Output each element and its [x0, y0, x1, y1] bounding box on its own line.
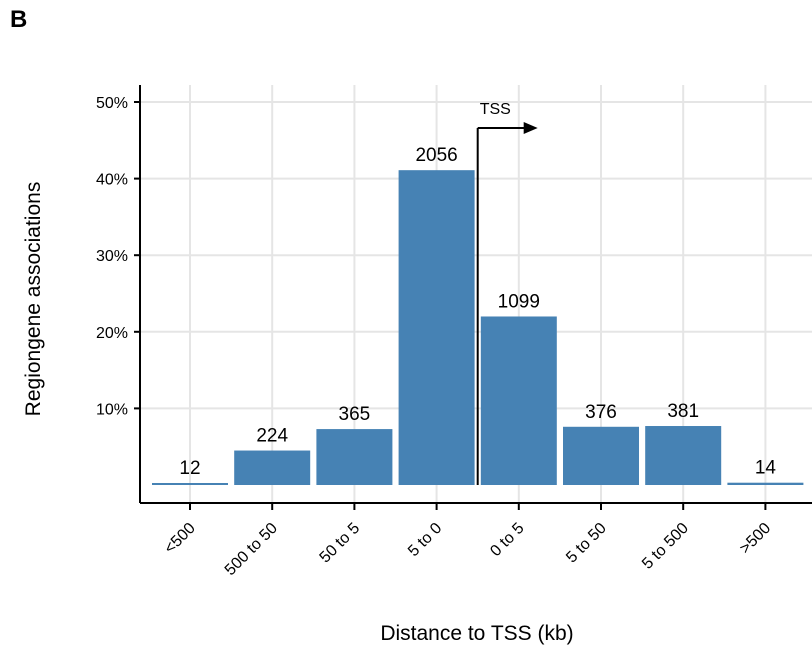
y-tick-label: 10%: [96, 401, 128, 418]
y-tick-label: 30%: [96, 248, 128, 265]
data-label: 12: [179, 458, 200, 479]
x-tick-label: >500: [737, 520, 775, 558]
x-axis-title: Distance to TSS (kb): [380, 622, 573, 645]
data-label: 14: [755, 458, 777, 479]
y-tick-label: 40%: [96, 172, 128, 189]
data-label: 1099: [498, 291, 540, 312]
bar: [152, 483, 228, 485]
x-tick-label: 0 to 5: [487, 520, 527, 560]
bar: [398, 170, 475, 485]
x-tick-label: 500 to 50: [222, 520, 281, 579]
bars: [152, 170, 804, 485]
x-tick-label: 5 to 50: [563, 520, 610, 567]
bar: [234, 450, 311, 485]
bar: [563, 426, 639, 485]
data-labels: 12 224 365 2056 1099 376 381 14: [179, 145, 776, 479]
data-label: 381: [667, 401, 699, 422]
tss-label: TSS: [480, 101, 511, 118]
data-label: 365: [339, 404, 371, 425]
bar: [645, 426, 722, 485]
x-tick-label: <500: [161, 520, 199, 558]
x-tick-label: 50 to 5: [317, 520, 364, 567]
data-label: 2056: [415, 145, 457, 166]
y-tick-label: 50%: [96, 95, 128, 112]
tss-arrowhead-icon: [523, 122, 538, 134]
x-tick-label: 5 to 500: [639, 520, 692, 573]
data-label: 376: [585, 402, 617, 423]
bar: [480, 316, 557, 485]
bar: [727, 482, 804, 485]
x-tick-label: 5 to 0: [405, 520, 445, 560]
data-label: 224: [256, 426, 288, 447]
y-axis-title: Regiongene associations: [22, 182, 45, 417]
bar: [316, 429, 393, 485]
y-tick-label: 20%: [96, 325, 128, 342]
panel-label: B: [10, 6, 28, 33]
tss-annotation: TSS: [476, 101, 538, 485]
